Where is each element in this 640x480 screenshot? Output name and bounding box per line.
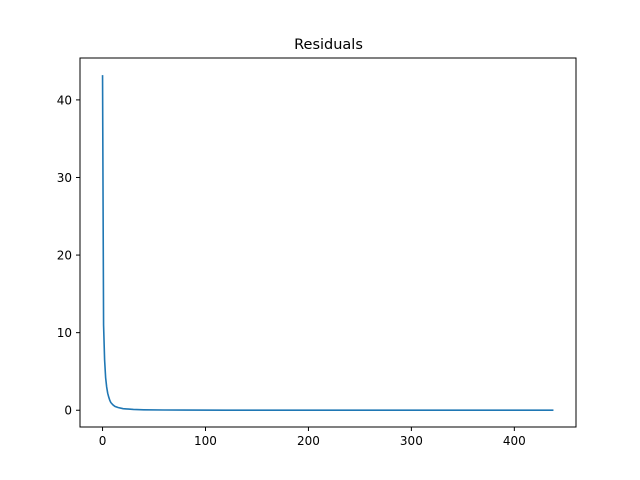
y-axis: 0 10 20 30 40 [57,93,80,418]
y-tick-label: 0 [64,404,72,418]
y-tick-label: 40 [57,93,72,107]
x-tick-label: 100 [194,434,217,448]
x-tick-label: 300 [400,434,423,448]
series-line-0 [101,75,554,412]
y-tick-label: 30 [57,171,72,185]
x-tick-label: 0 [99,434,107,448]
x-tick-label: 200 [297,434,320,448]
y-tick-label: 10 [57,326,72,340]
axes-frame [79,57,577,428]
x-tick-label: 400 [503,434,526,448]
plot-area [101,75,554,412]
x-axis: 0 100 200 300 400 [99,427,526,448]
chart-title: Residuals [294,37,363,53]
y-tick-label: 20 [57,249,72,263]
